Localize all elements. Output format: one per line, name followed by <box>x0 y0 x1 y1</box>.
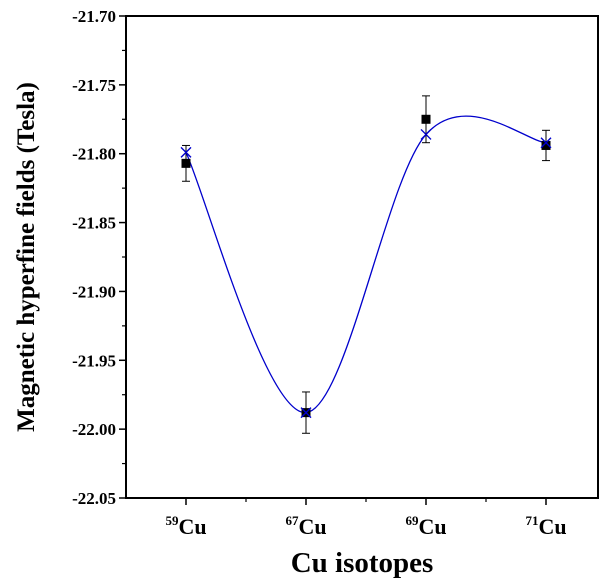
y-tick-label: -22.05 <box>72 489 116 508</box>
x-marker <box>180 146 192 158</box>
square-marker <box>421 114 431 124</box>
x-tick-label: 71Cu <box>525 513 566 539</box>
y-tick-label: -21.90 <box>72 282 116 301</box>
y-tick-label: -21.85 <box>72 214 116 233</box>
x-marker <box>420 128 432 140</box>
x-tick-label: 59Cu <box>165 513 206 539</box>
x-axis-title: Cu isotopes <box>291 547 434 579</box>
square-marker <box>541 140 551 150</box>
error-bars <box>182 95 550 434</box>
y-tick-label: -21.70 <box>72 7 116 26</box>
square-marker <box>181 158 191 168</box>
x-axis: 59Cu 67Cu 69Cu 71Cu <box>165 498 567 539</box>
y-tick-label: -21.95 <box>72 351 116 370</box>
x-tick-label: 69Cu <box>405 513 446 539</box>
x-tick-label: 67Cu <box>285 513 326 539</box>
y-tick-label: -22.00 <box>72 420 116 439</box>
y-axis-title: Magnetic hyperfine fields (Tesla) <box>13 82 40 432</box>
y-axis: -21.70 -21.75 -21.80 -21.85 -21.90 -21.95 -22.… <box>72 7 126 508</box>
y-tick-label: -21.80 <box>72 145 116 164</box>
series-fit-curve <box>185 115 547 414</box>
x-marker <box>540 137 552 149</box>
x-marker <box>300 407 312 419</box>
y-tick-label: -21.75 <box>72 76 116 95</box>
plot-frame <box>125 15 599 499</box>
data-points <box>180 114 552 419</box>
